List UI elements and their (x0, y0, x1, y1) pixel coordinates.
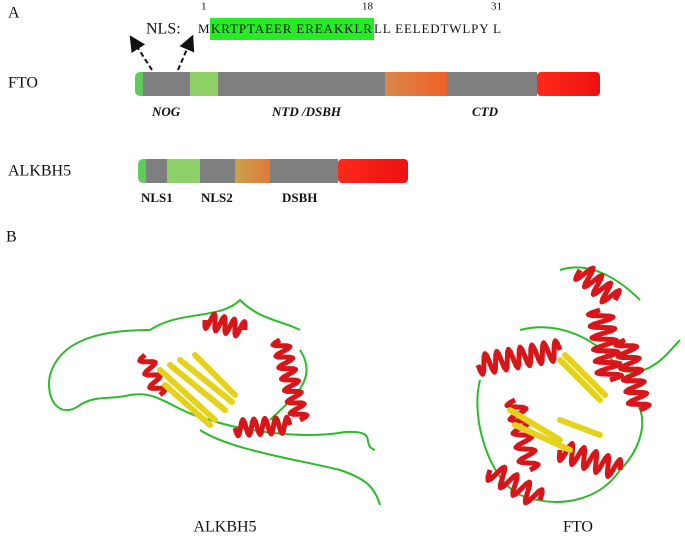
helix (573, 265, 622, 305)
domain-label: CTD (472, 104, 499, 119)
panel-label: B (6, 229, 17, 246)
strand (162, 382, 213, 428)
caption: ALKBH5 (193, 519, 256, 536)
fto-bar (135, 72, 600, 96)
segment (167, 159, 200, 183)
arrow (129, 35, 153, 71)
helix (586, 307, 624, 383)
segment (447, 72, 537, 96)
nls-prefix: NLS: (146, 21, 181, 38)
coil (476, 379, 644, 503)
segment (200, 159, 235, 183)
sequence-nls: KRTPTAEER EREAKKLR (211, 21, 372, 36)
coil (199, 429, 381, 506)
seq-position: 1 (201, 1, 207, 13)
sequence-end: LL EELEDTWLPY L (374, 21, 501, 36)
segment (235, 159, 270, 183)
caption: FTO (563, 519, 593, 536)
domain-label: DSBH (282, 190, 317, 205)
helix (613, 337, 652, 413)
helix (202, 311, 248, 339)
structures (48, 265, 681, 506)
domain-label: NTD /DSBH (271, 104, 342, 119)
segment (385, 72, 447, 96)
segment (146, 159, 168, 183)
strand (157, 367, 218, 423)
domain-label: NLS1 (141, 190, 173, 205)
strand (192, 352, 238, 398)
strand (177, 357, 235, 405)
coil (48, 329, 376, 451)
nls-highlight (210, 18, 374, 40)
strand (167, 362, 228, 413)
seq-position: 18 (362, 1, 374, 13)
helix (137, 353, 168, 397)
alkbh5-bar (138, 159, 408, 183)
domain-label: NLS2 (201, 190, 233, 205)
arrow (177, 34, 195, 71)
domain-label: NOG (151, 104, 181, 119)
protein-name: ALKBH5 (8, 163, 71, 180)
coil (149, 298, 308, 421)
segment (190, 72, 218, 96)
strand (562, 352, 608, 398)
helix (270, 337, 310, 423)
helix (232, 414, 293, 439)
segment (338, 159, 408, 183)
sequence-start: M (198, 21, 210, 36)
strand (507, 407, 563, 443)
helix (504, 397, 541, 473)
protein-name: FTO (8, 75, 38, 92)
strand (512, 422, 573, 453)
segment (537, 72, 600, 96)
strand (557, 357, 603, 403)
segment (270, 159, 338, 183)
seq-position: 31 (491, 1, 502, 13)
panel-label: A (8, 5, 20, 22)
helix (485, 464, 545, 506)
helix (556, 441, 624, 479)
helix (475, 338, 563, 377)
segment (143, 72, 191, 96)
segment (218, 72, 385, 96)
strand (557, 417, 603, 438)
